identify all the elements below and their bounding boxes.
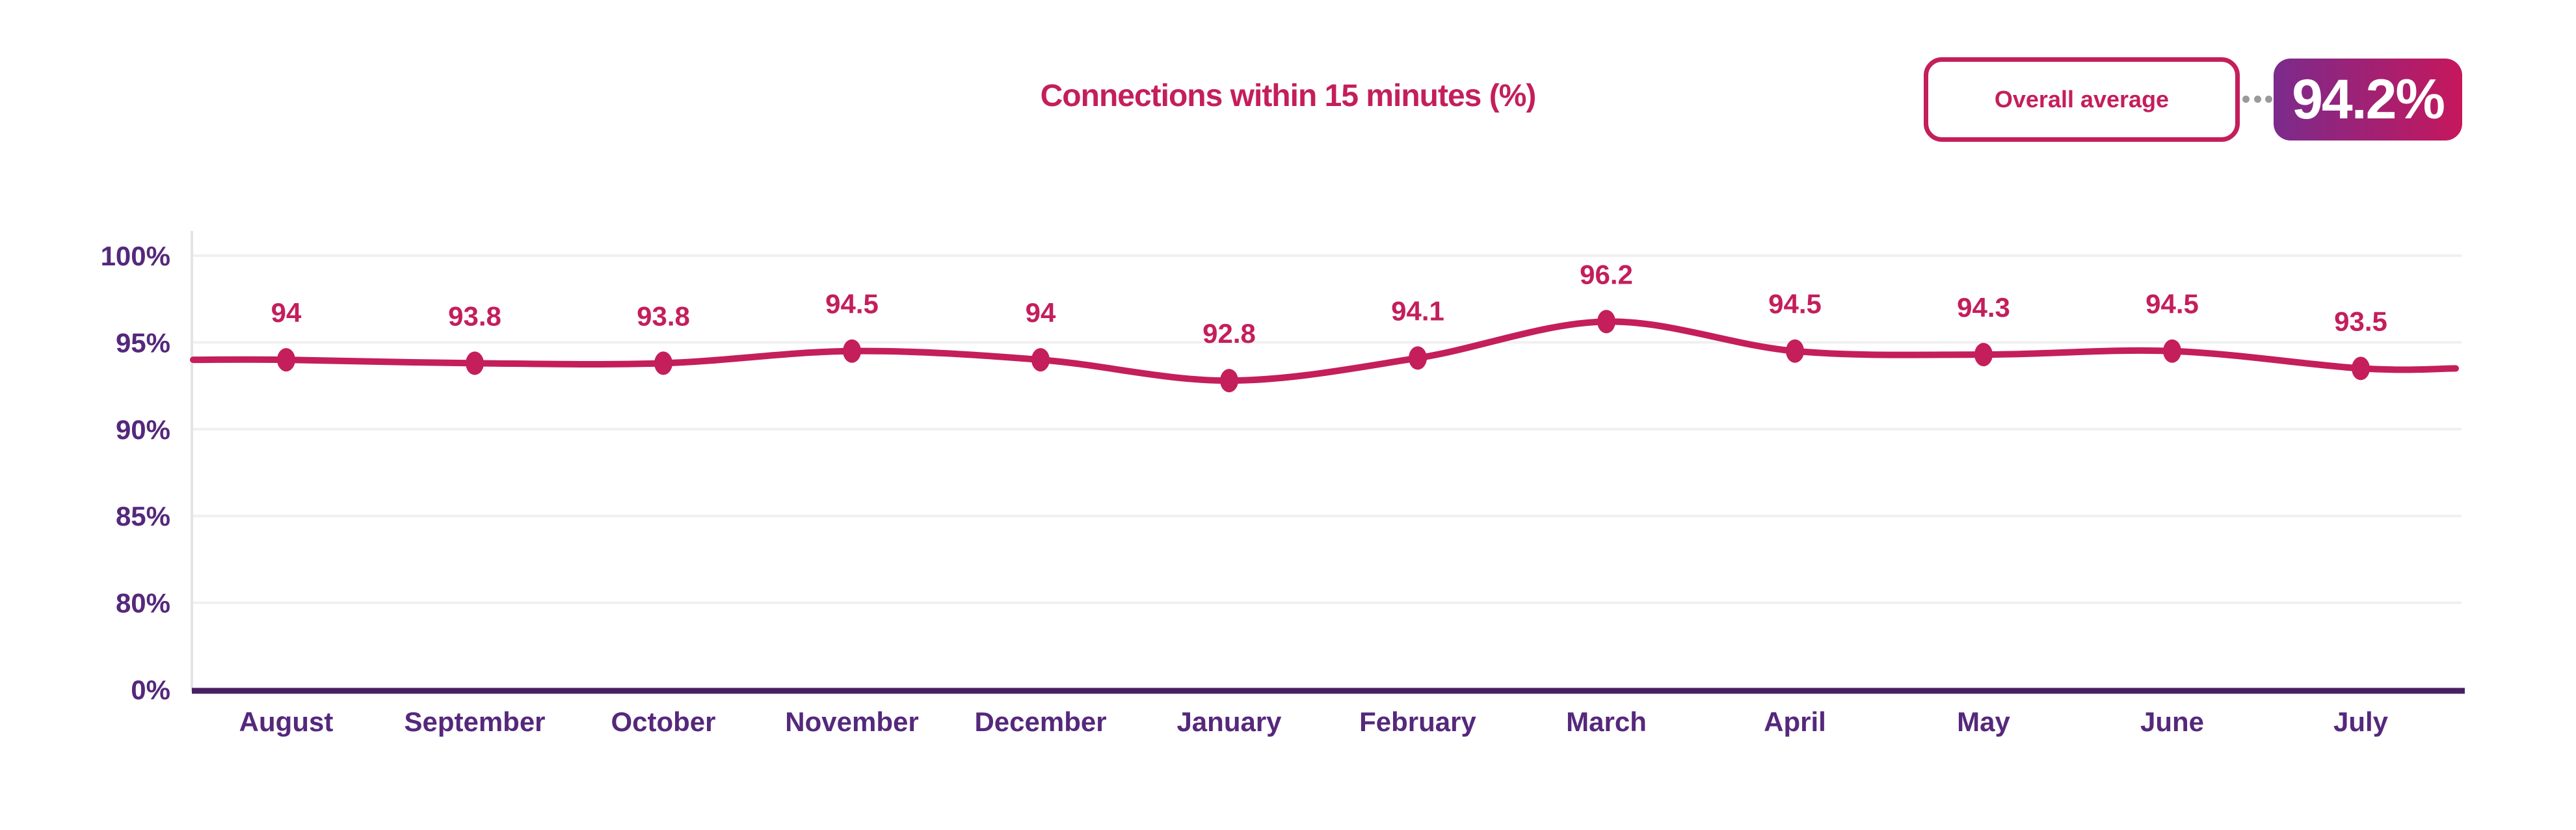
x-axis-month-label: September bbox=[404, 706, 545, 737]
y-axis-tick-label: 90% bbox=[116, 414, 170, 445]
data-point-marker bbox=[1409, 346, 1427, 370]
data-point-marker bbox=[1974, 343, 1993, 367]
x-axis-month-label: January bbox=[1176, 706, 1282, 737]
x-axis-month-label: October bbox=[611, 706, 715, 737]
connector-dot bbox=[2253, 95, 2261, 103]
data-point-label: 94.5 bbox=[825, 289, 879, 319]
data-point-label: 94.5 bbox=[1768, 289, 1822, 319]
connector-dot bbox=[2265, 95, 2272, 103]
x-axis-month-label: August bbox=[239, 706, 334, 737]
y-axis-tick-label: 100% bbox=[101, 241, 170, 271]
data-point-marker bbox=[277, 348, 295, 372]
data-point-marker bbox=[466, 351, 484, 375]
x-axis-month-label: May bbox=[1957, 706, 2010, 737]
x-axis-month-label: February bbox=[1359, 706, 1476, 737]
overall-average-label-box: Overall average bbox=[1924, 57, 2240, 142]
data-point-marker bbox=[654, 351, 672, 375]
overall-average-value: 94.2% bbox=[2292, 68, 2445, 131]
y-axis-tick-label: 95% bbox=[116, 327, 170, 358]
data-point-label: 93.8 bbox=[448, 301, 501, 331]
data-point-label: 93.5 bbox=[2334, 306, 2387, 336]
data-point-marker bbox=[2352, 356, 2370, 381]
data-point-marker bbox=[1597, 310, 1615, 334]
x-axis-month-label: March bbox=[1566, 706, 1647, 737]
y-axis-tick-label: 85% bbox=[116, 501, 170, 531]
data-point-marker bbox=[843, 339, 861, 363]
data-point-label: 94 bbox=[271, 297, 302, 328]
series-line bbox=[190, 318, 2459, 384]
data-point-marker bbox=[1031, 348, 1050, 372]
data-point-marker bbox=[1220, 369, 1238, 393]
data-point-label: 92.8 bbox=[1202, 318, 1256, 349]
x-axis-month-label: April bbox=[1764, 706, 1826, 737]
data-point-label: 94.5 bbox=[2145, 289, 2199, 319]
data-point-label: 93.8 bbox=[637, 301, 690, 331]
overall-average-value-badge: 94.2% bbox=[2274, 59, 2462, 141]
y-axis-tick-label: 0% bbox=[131, 675, 170, 705]
data-point-label: 94 bbox=[1026, 297, 1056, 328]
data-point-label: 96.2 bbox=[1580, 259, 1633, 289]
x-axis-month-label: July bbox=[2333, 706, 2389, 737]
data-point-marker bbox=[2163, 339, 2181, 363]
data-point-label: 94.1 bbox=[1391, 295, 1444, 326]
data-point-marker bbox=[1786, 339, 1804, 363]
y-axis-tick-label: 80% bbox=[116, 588, 170, 619]
chart-title: Connections within 15 minutes (%) bbox=[1040, 79, 1537, 113]
connector-dot bbox=[2242, 95, 2250, 103]
x-axis-month-label: December bbox=[974, 706, 1106, 737]
overall-average-label: Overall average bbox=[1994, 86, 2170, 113]
x-axis-month-label: June bbox=[2140, 706, 2204, 737]
data-point-label: 94.3 bbox=[1957, 292, 2010, 323]
x-axis-month-label: November bbox=[785, 706, 918, 737]
connector-dots bbox=[2242, 95, 2272, 103]
